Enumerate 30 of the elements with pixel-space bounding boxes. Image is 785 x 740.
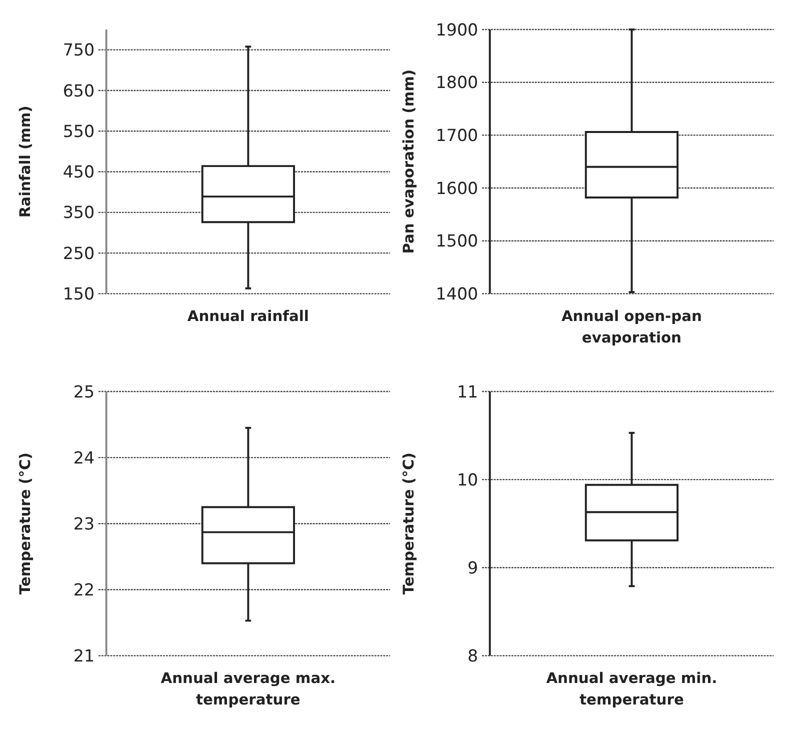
y-tick-label: 8: [468, 646, 478, 666]
y-tick-label: 350: [62, 203, 95, 222]
x-axis-title: Annual average min. temperature: [546, 670, 718, 709]
y-tick-label: 22: [73, 580, 95, 600]
y-axis-title: Temperature (°C): [17, 452, 34, 595]
x-axis-title: Annual open-pan evaporation: [561, 308, 702, 347]
y-tick-label: 10: [456, 470, 478, 490]
y-tick-label: 24: [73, 448, 95, 468]
y-tick-label: 750: [62, 40, 95, 60]
y-tick-label: 1700: [436, 126, 478, 146]
y-tick-label: 450: [62, 162, 95, 182]
y-axis-title: Temperature (°C): [400, 452, 418, 595]
y-tick-label: 650: [62, 81, 95, 100]
y-tick-label: 1800: [436, 73, 478, 92]
y-tick-label: 550: [62, 122, 95, 141]
y-tick-label: 11: [456, 382, 478, 402]
y-tick-label: 250: [62, 244, 95, 263]
y-tick-label: 1500: [436, 232, 478, 251]
y-tick-label: 1900: [436, 20, 478, 40]
y-axis-title: Pan evaporation (mm): [400, 69, 418, 254]
x-axis-title: Annual average max. temperature: [160, 670, 336, 709]
y-tick-label: 21: [73, 646, 95, 666]
x-axis-title: Annual rainfall: [187, 308, 309, 326]
y-tick-label: 25: [73, 382, 95, 402]
y-tick-label: 150: [62, 284, 95, 304]
y-tick-label: 1600: [436, 178, 478, 198]
y-tick-label: 9: [468, 558, 478, 578]
y-tick-label: 23: [73, 514, 95, 534]
y-axis-title: Rainfall (mm): [17, 106, 34, 218]
y-tick-label: 1400: [436, 284, 478, 304]
